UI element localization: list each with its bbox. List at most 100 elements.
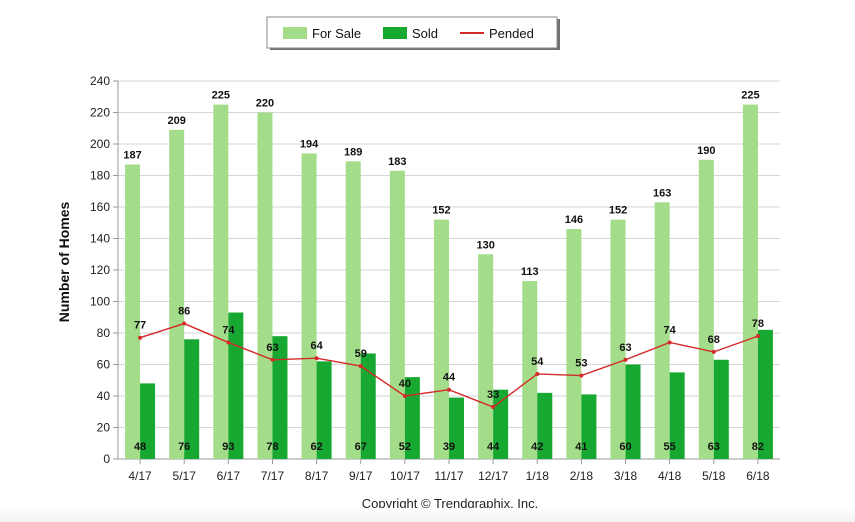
sold-bar (140, 383, 156, 459)
for-sale-value-label: 146 (565, 214, 583, 226)
pended-point (623, 357, 628, 362)
sold-value-label: 55 (664, 441, 676, 453)
for-sale-bar (169, 129, 185, 459)
pended-value-label: 86 (178, 306, 190, 318)
pended-point (711, 349, 716, 354)
y-tick-label: 100 (90, 295, 110, 309)
sold-bar (493, 389, 509, 459)
pended-point (755, 334, 760, 339)
sold-value-label: 41 (575, 441, 587, 453)
y-tick-label: 0 (103, 452, 110, 466)
legend-label: Pended (489, 26, 534, 41)
for-sale-value-label: 163 (653, 187, 671, 199)
sold-bar (757, 329, 773, 459)
for-sale-value-label: 194 (300, 138, 319, 150)
for-sale-value-label: 209 (168, 115, 186, 127)
sold-value-label: 42 (531, 441, 543, 453)
x-tick-label: 7/17 (261, 469, 285, 483)
for-sale-bar (654, 202, 670, 459)
y-tick-label: 160 (90, 200, 110, 214)
y-tick-label: 240 (90, 74, 110, 88)
pended-point (182, 321, 187, 326)
sold-value-label: 60 (619, 441, 631, 453)
x-tick-label: 12/17 (478, 469, 508, 483)
pended-point (402, 394, 407, 398)
sold-value-label: 52 (399, 441, 411, 453)
sold-value-label: 93 (222, 441, 234, 453)
sold-value-label: 48 (134, 441, 146, 453)
pended-point (491, 405, 496, 410)
for-sale-value-label: 130 (476, 239, 494, 251)
copyright-text: Copyright © Trendgraphix, Inc. (362, 496, 539, 511)
pended-value-label: 64 (310, 340, 323, 352)
x-tick-label: 5/18 (702, 469, 726, 483)
pended-point (447, 387, 451, 392)
x-tick-label: 5/17 (173, 469, 197, 483)
for-sale-value-label: 220 (256, 98, 274, 110)
y-tick-label: 20 (97, 421, 111, 435)
pended-point (270, 357, 275, 362)
legend-swatch (383, 27, 407, 39)
legend: For Sale Sold Pended (266, 16, 560, 50)
y-tick-label: 60 (97, 358, 111, 372)
x-tick-label: 4/18 (658, 469, 682, 483)
pended-point (138, 335, 143, 340)
pended-value-label: 68 (708, 334, 720, 346)
pended-value-label: 59 (355, 348, 367, 360)
pended-value-label: 54 (531, 356, 544, 368)
sold-bar (184, 339, 200, 459)
pended-value-label: 74 (222, 324, 235, 336)
pended-point (226, 340, 231, 345)
sold-value-label: 44 (487, 441, 500, 453)
pended-value-label: 77 (134, 320, 146, 332)
x-tick-label: 4/17 (128, 469, 152, 483)
x-tick-label: 3/18 (614, 469, 638, 483)
legend-box (266, 16, 558, 49)
pended-value-label: 40 (399, 378, 411, 390)
x-tick-label: 8/17 (305, 469, 329, 483)
for-sale-bar (257, 112, 273, 459)
for-sale-bar (345, 161, 361, 459)
sold-bar (669, 372, 685, 459)
sold-value-label: 62 (310, 441, 322, 453)
pended-value-label: 78 (752, 318, 764, 330)
x-tick-label: 2/18 (570, 469, 594, 483)
for-sale-value-label: 152 (609, 205, 627, 217)
sold-bar (713, 359, 729, 459)
y-tick-label: 200 (90, 137, 110, 151)
for-sale-value-label: 113 (521, 266, 539, 278)
x-tick-label: 10/17 (390, 469, 420, 483)
sold-value-label: 67 (355, 441, 367, 453)
for-sale-value-label: 189 (344, 146, 362, 158)
legend-label: For Sale (312, 26, 361, 41)
for-sale-value-label: 187 (123, 149, 141, 161)
sold-value-label: 76 (178, 441, 190, 453)
sold-value-label: 39 (443, 441, 455, 453)
x-tick-label: 11/17 (434, 469, 463, 483)
for-sale-bar (434, 219, 449, 459)
sold-bar (228, 312, 244, 459)
pended-value-label: 74 (664, 324, 677, 336)
sold-bar (581, 394, 597, 459)
x-tick-label: 6/18 (746, 469, 770, 483)
y-tick-label: 180 (90, 169, 110, 183)
x-tick-label: 6/17 (217, 469, 241, 483)
legend-label: Sold (412, 26, 438, 41)
sold-bar (316, 361, 332, 459)
sold-bar (272, 336, 288, 459)
pended-value-label: 63 (619, 342, 631, 354)
for-sale-bar (301, 153, 317, 459)
y-axis-title: Number of Homes (56, 202, 72, 323)
for-sale-bar (522, 281, 538, 459)
for-sale-bar (478, 254, 494, 459)
pended-point (667, 340, 672, 345)
x-tick-label: 9/17 (349, 469, 373, 483)
sold-value-label: 63 (708, 441, 720, 453)
x-tick-label: 1/18 (526, 469, 550, 483)
y-tick-label: 120 (90, 263, 110, 277)
bottom-fade (0, 508, 855, 522)
for-sale-value-label: 190 (697, 145, 715, 157)
y-tick-label: 140 (90, 232, 110, 246)
pended-value-label: 53 (575, 358, 587, 370)
